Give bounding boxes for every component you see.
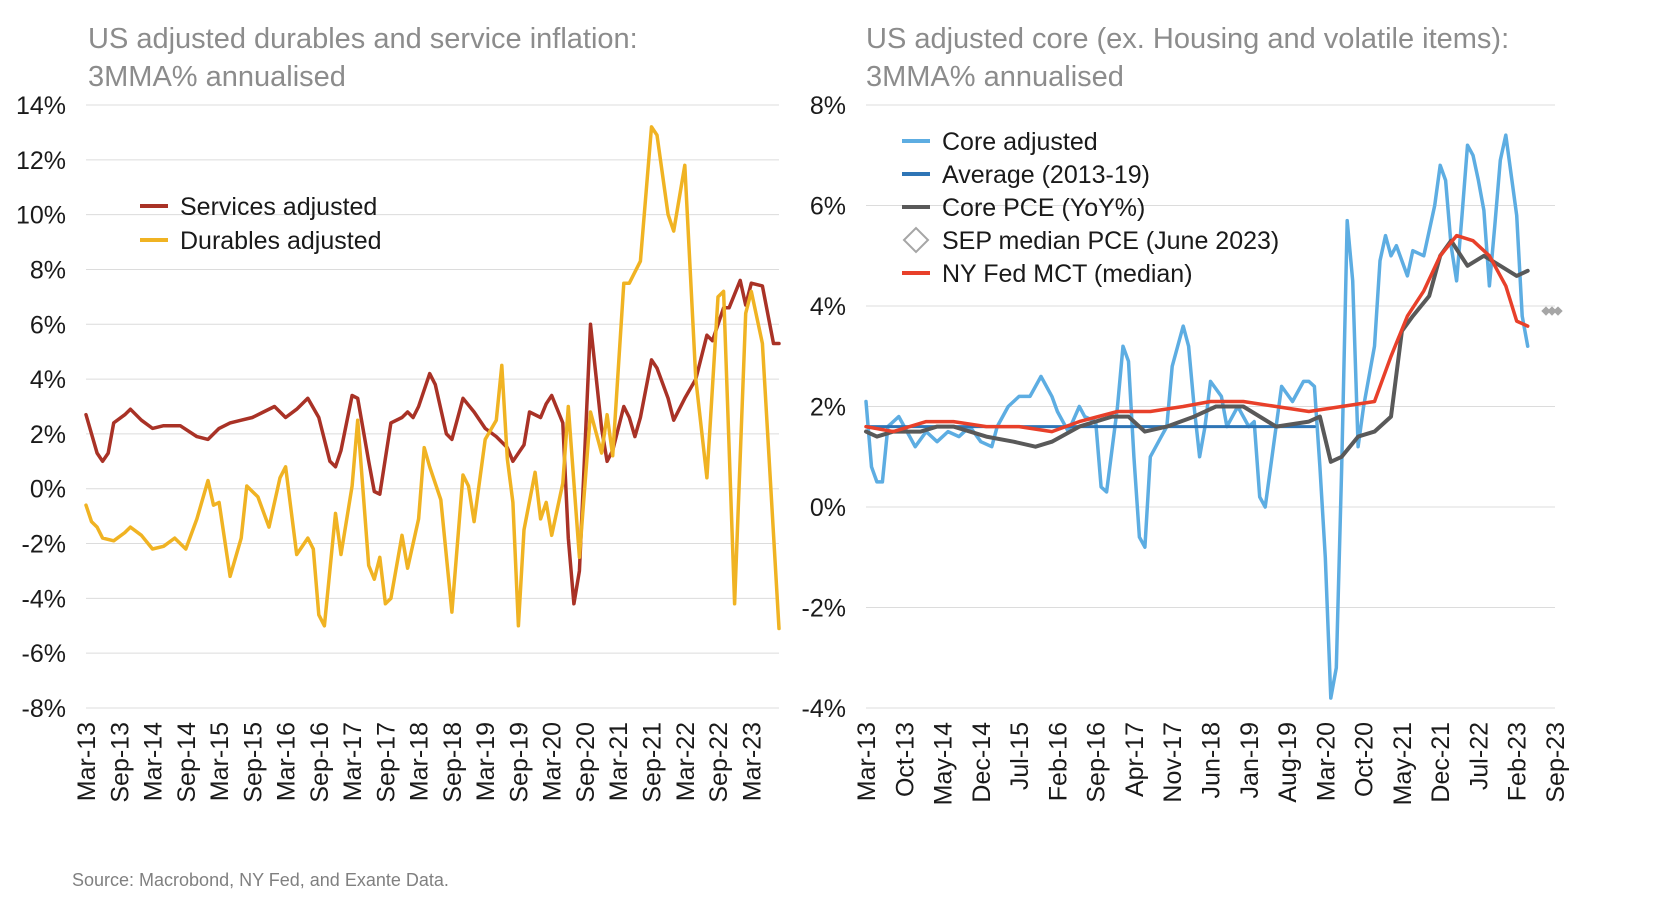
left-y-tick-label: 10% [16,202,66,230]
left-x-tick-label: Sep-13 [106,722,134,803]
right-legend-label-sep-median-pce-june-2023: SEP median PCE (June 2023) [942,227,1279,255]
right-chart-title-line1: US adjusted core (ex. Housing and volati… [866,23,1510,55]
left-y-tick-label: -8% [22,695,66,723]
right-x-tick-label: Oct-20 [1351,722,1379,797]
right-x-tick-label: Sep-23 [1542,722,1570,803]
right-y-tick-label: 2% [810,394,846,422]
left-chart-title: US adjusted durables and service inflati… [88,20,638,96]
right-marker-sep-median-pce-june-2023 [1553,306,1563,316]
right-x-tick-label: Jul-22 [1465,722,1493,790]
right-x-tick-label: May-21 [1389,722,1417,805]
right-legend-swatch-sep-median-pce-june-2023 [902,226,930,254]
left-x-tick-label: Sep-21 [638,722,666,803]
left-y-tick-label: -4% [22,585,66,613]
left-x-tick-label: Mar-23 [738,722,766,801]
left-x-tick-label: Sep-17 [372,722,400,803]
right-x-tick-label: Feb-16 [1044,722,1072,801]
left-x-tick-label: Mar-17 [339,722,367,801]
left-x-tick-label: Mar-15 [206,722,234,801]
right-chart-title: US adjusted core (ex. Housing and volati… [866,20,1509,96]
right-y-tick-label: -2% [802,595,846,623]
left-y-tick-label: -6% [22,640,66,668]
right-legend-label-core-pce-yoy: Core PCE (YoY%) [942,194,1145,222]
left-y-tick-label: 12% [16,147,66,175]
right-y-tick-label: 4% [810,293,846,321]
left-series-services-adjusted [84,278,781,606]
right-x-tick-label: May-14 [930,722,958,805]
right-series-ny-fed-mct-median [864,233,1530,434]
right-x-tick-label: Apr-17 [1121,722,1149,797]
left-chart-title-line1: US adjusted durables and service inflati… [88,23,638,55]
left-x-tick-label: Sep-14 [173,722,201,803]
right-x-tick-label: Mar-13 [853,722,881,801]
left-x-tick-label: Sep-20 [572,722,600,803]
left-y-tick-label: -2% [22,531,66,559]
left-series-durables-adjusted [84,125,781,631]
left-x-tick-label: Mar-13 [73,722,101,801]
right-x-tick-label: Sep-16 [1083,722,1111,803]
right-x-tick-label: Feb-23 [1504,722,1532,801]
left-y-tick-label: 8% [30,256,66,284]
left-x-tick-label: Sep-18 [439,722,467,803]
left-x-tick-label: Mar-19 [472,722,500,801]
right-legend-label-ny-fed-mct-median: NY Fed MCT (median) [942,260,1193,288]
right-chart: 8% 6% 4% 2% 0% -2% -4%Mar-13 Oct-13 May-14 Dec-14… [802,92,1570,805]
left-x-tick-label: Sep-19 [505,722,533,803]
left-x-tick-label: Sep-16 [306,722,334,803]
right-x-tick-label: Mar-20 [1312,722,1340,801]
right-x-tick-label: Dec-14 [968,722,996,803]
left-x-tick-label: Sep-22 [705,722,733,803]
right-y-tick-label: 0% [810,494,846,522]
right-legend-label-average-2013-19: Average (2013-19) [942,161,1150,189]
right-x-tick-label: Aug-19 [1274,722,1302,803]
source-note: Source: Macrobond, NY Fed, and Exante Da… [72,870,449,890]
left-x-tick-label: Mar-18 [406,722,434,801]
right-y-tick-label: -4% [802,695,846,723]
left-y-tick-label: 6% [30,311,66,339]
right-y-tick-label: 8% [810,92,846,120]
left-legend-label-durables-adjusted: Durables adjusted [180,227,382,255]
left-chart-title-line2: 3MMA% annualised [88,61,346,93]
left-x-tick-label: Mar-22 [672,722,700,801]
left-chart: 14%12%10%8%6%4%2%0%-2%-4%-6%-8%Mar-13 Sep… [16,92,781,803]
left-y-tick-label: 14% [16,92,66,120]
right-series-sep-median-pce-june-2023 [1541,306,1563,316]
right-x-tick-label: Dec-21 [1427,722,1455,803]
left-y-tick-label: 4% [30,366,66,394]
left-y-tick-label: 2% [30,421,66,449]
left-x-tick-label: Mar-21 [605,722,633,801]
left-x-tick-label: Mar-20 [539,722,567,801]
right-x-tick-label: Jan-19 [1236,722,1264,798]
left-x-tick-label: Mar-14 [140,722,168,801]
right-x-tick-label: Jun-18 [1198,722,1226,798]
right-chart-title-line2: 3MMA% annualised [866,61,1124,93]
right-legend-label-core-adjusted: Core adjusted [942,128,1098,156]
left-y-tick-label: 0% [30,476,66,504]
left-legend-label-services-adjusted: Services adjusted [180,193,377,221]
right-x-tick-label: Oct-13 [891,722,919,797]
right-y-tick-label: 6% [810,193,846,221]
left-x-tick-label: Sep-15 [239,722,267,803]
left-x-tick-label: Mar-16 [273,722,301,801]
right-x-tick-label: Nov-17 [1159,722,1187,803]
right-x-tick-label: Jul-15 [1006,722,1034,790]
